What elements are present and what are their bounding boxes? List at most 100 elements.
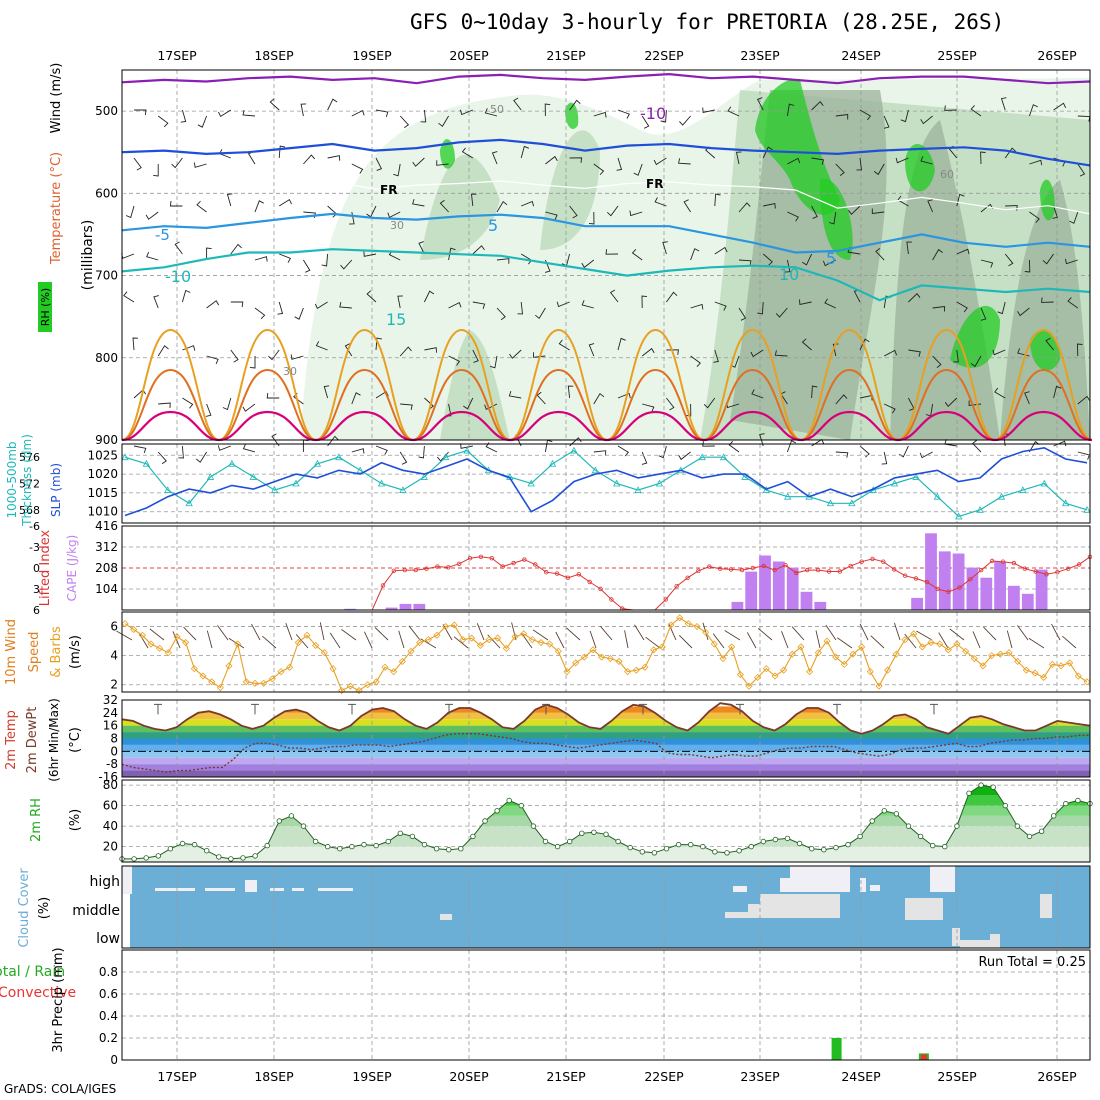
li-axis-label: Lifted Index [38,529,53,606]
wind-barb [1000,97,1007,111]
cloud-patch [930,866,955,892]
wind-barb [653,157,667,166]
wind-speed-point [823,637,831,645]
li-point [815,567,821,573]
li-point [805,567,810,573]
wind-speed-point [918,643,926,651]
temp-bands [122,703,1090,777]
wind-barb [751,389,764,399]
temp-range-bar [348,703,356,715]
wind-speed-point [260,679,268,687]
thickness-point [784,492,792,500]
wind-barb [461,147,474,159]
wind-barb [438,115,449,127]
wind-speed-point [780,666,788,674]
rh-units-label: (%) [68,809,83,832]
wind-barb [535,307,546,319]
cape-bar [1021,593,1034,610]
wind-barb [436,160,449,166]
wind-speed-point [303,631,311,639]
temp-tick-label: 8 [110,732,118,746]
wind-speed-point [936,640,944,648]
thickness-point [655,479,664,487]
temp-frame [121,699,1091,778]
rh-point [131,856,137,862]
rh-point [203,848,210,854]
rh-point [688,841,694,848]
rh-point [1026,833,1033,840]
wind-barb [1042,253,1054,265]
thickness-point [206,473,215,480]
wind-barb [881,451,888,465]
wind-barb [781,631,789,649]
wind-barb [121,253,135,259]
wind-barb [459,109,473,116]
wind-barb [196,451,207,463]
rh-point [530,823,537,829]
wind-barb [182,345,196,351]
li-point [522,557,527,562]
wind-speed-point [1057,662,1065,670]
wind-barb [690,248,700,261]
rh-point [1063,800,1069,807]
wind-barb [616,157,623,171]
wind-barb [617,392,631,399]
wind-barb [206,355,219,365]
contour-label: -10 [640,104,666,123]
rh-point [446,847,452,853]
temp-contour-line [121,248,1091,302]
wind-speed-point [606,654,614,663]
wind-barb [544,103,551,117]
wind-barb [895,157,909,164]
wind-speed-point [251,679,259,687]
temp-range-bar [833,703,841,715]
wind-speed-point [320,649,328,657]
wind-speed-point [329,665,337,673]
top-date-label: 23SEP [740,48,780,63]
rh-point [881,808,887,814]
wind-barb [658,445,667,459]
wind-barb [606,205,619,217]
cloud-patch [725,912,755,918]
wind-barb [980,307,987,321]
li-tick-label: -3 [29,541,40,554]
wind-barb [666,291,678,303]
li-point [663,597,668,602]
thickness-point [121,453,129,461]
cape-bar [772,561,785,610]
wind-speed-point [164,649,172,657]
thickness-line [124,449,1088,518]
wind-barb [206,630,213,649]
li-point [565,575,571,580]
wind-barb [230,301,244,308]
li-point [587,579,592,585]
wind-barb [1065,258,1078,265]
rh-point [361,841,367,848]
cape-bar [952,553,965,610]
wind-barb [685,403,692,417]
wind-barb [453,636,469,649]
wind-speed-point [442,622,450,631]
wind-barb [496,258,510,264]
wind-barb [448,301,462,309]
wind-barb [588,211,595,225]
wind-barb [1045,337,1054,351]
thickness-point [185,499,193,507]
chart-title: GFS 0~10day 3-hourly for PRETORIA (28.25… [410,10,1005,34]
thickness-point [249,473,257,480]
li-point [718,566,723,571]
thickness-point [270,486,279,493]
rh-point [288,813,295,819]
contour-label: -5 [155,226,170,244]
rh-contour-region [820,178,853,260]
wind-barb [496,307,506,321]
wind-barb [157,115,169,128]
rh-point [579,830,585,836]
wind-barb [153,164,159,177]
cloud-patch [960,940,1000,948]
wind-barb [828,211,837,225]
wind-barb [994,387,1006,399]
temp-band [122,770,1090,777]
freezing-line-inner [121,176,1091,215]
wind-barb [714,246,728,255]
